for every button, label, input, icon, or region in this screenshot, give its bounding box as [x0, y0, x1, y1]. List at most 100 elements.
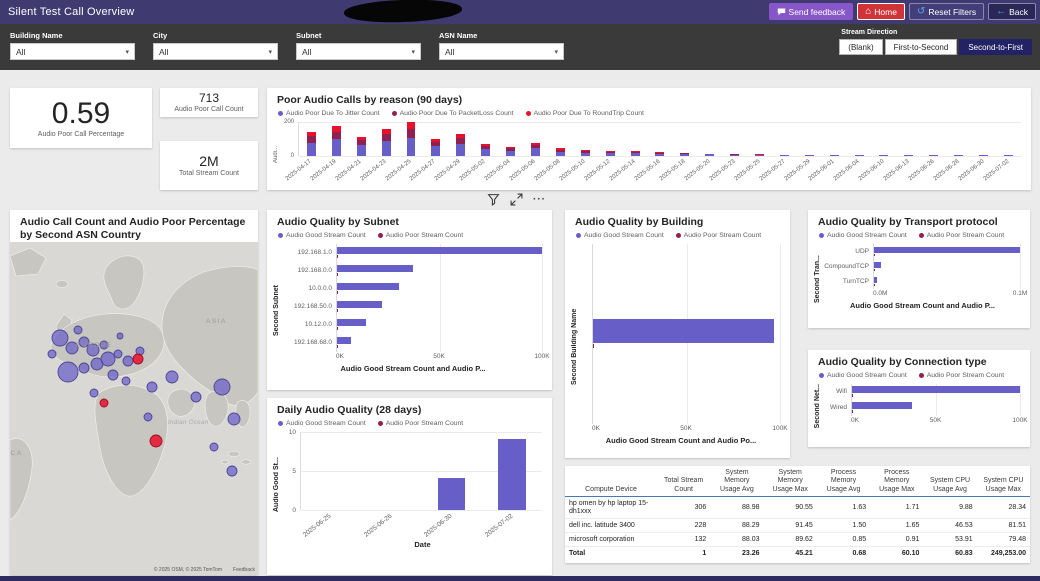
bar-segment[interactable]	[605, 151, 615, 153]
bar[interactable]	[337, 247, 542, 255]
bar[interactable]	[874, 268, 875, 271]
bar-segment[interactable]	[680, 153, 690, 155]
map-bubble-good[interactable]	[113, 349, 123, 359]
bar-column[interactable]	[647, 122, 672, 156]
map-bubble-good[interactable]	[57, 361, 79, 383]
bar[interactable]	[337, 345, 339, 349]
bar-segment[interactable]	[331, 139, 341, 156]
bar-segment[interactable]	[506, 150, 516, 156]
filter-dropdown-subnet[interactable]: All ▾	[296, 43, 421, 60]
column-header[interactable]: Compute Device	[565, 466, 657, 498]
bar[interactable]	[337, 309, 339, 313]
column-header[interactable]: Process Memory Usage Avg	[816, 466, 871, 498]
bar-segment[interactable]	[356, 140, 366, 146]
bar-segment[interactable]	[381, 134, 391, 142]
map-bubble-poor[interactable]	[132, 353, 144, 365]
bar-segment[interactable]	[580, 151, 590, 153]
bar-segment[interactable]	[431, 138, 441, 142]
more-options-icon[interactable]: ···	[533, 193, 546, 205]
column-header[interactable]: System CPU Usage Avg	[923, 466, 977, 498]
bar-segment[interactable]	[406, 137, 416, 156]
bar-segment[interactable]	[481, 149, 491, 156]
bar-column[interactable]	[299, 122, 324, 156]
bar-column[interactable]	[797, 122, 822, 156]
bar-segment[interactable]	[730, 154, 740, 155]
bar-column[interactable]	[361, 432, 421, 510]
column-header[interactable]: System Memory Usage Avg	[710, 466, 764, 498]
bar-segment[interactable]	[331, 125, 341, 132]
bar-segment[interactable]	[655, 153, 665, 156]
bar-segment[interactable]	[755, 154, 764, 156]
bar-column[interactable]	[349, 122, 374, 156]
map-bubble-good[interactable]	[107, 369, 119, 381]
map-bubble-good[interactable]	[209, 442, 219, 452]
focus-mode-icon[interactable]	[510, 193, 523, 206]
map-bubble-good[interactable]	[121, 376, 131, 386]
map-feedback-link[interactable]: Feedback	[233, 567, 255, 573]
bar[interactable]	[337, 273, 339, 277]
bar-segment[interactable]	[431, 146, 441, 156]
bar-segment[interactable]	[555, 151, 565, 156]
bar-column[interactable]	[697, 122, 722, 156]
bar-column[interactable]	[324, 122, 349, 156]
map-bubble-good[interactable]	[143, 412, 153, 422]
bar-column[interactable]	[896, 122, 921, 156]
bar[interactable]	[593, 344, 595, 349]
stream-direction-option[interactable]: (Blank)	[839, 39, 883, 55]
bar-segment[interactable]	[580, 150, 590, 152]
bar-column[interactable]	[921, 122, 946, 156]
home-button[interactable]: ⌂ Home	[857, 3, 905, 20]
bar-column[interactable]	[946, 122, 971, 156]
bar-segment[interactable]	[381, 141, 391, 156]
table-row[interactable]: hp omen by hp laptop 15-dh1xxx 306 88.98 90…	[565, 496, 1030, 520]
bar[interactable]	[337, 319, 366, 327]
bar[interactable]	[337, 283, 399, 291]
bar-column[interactable]	[399, 122, 424, 156]
bar[interactable]	[337, 337, 352, 345]
map-bubble-good[interactable]	[78, 336, 90, 348]
bar-column[interactable]	[822, 122, 847, 156]
bar-column[interactable]	[971, 122, 996, 156]
filter-dropdown-building-name[interactable]: All ▾	[10, 43, 135, 60]
bar-segment[interactable]	[306, 136, 316, 143]
map-bubble-good[interactable]	[73, 325, 83, 335]
map-bubble-poor[interactable]	[99, 398, 109, 408]
bar-column[interactable]	[772, 122, 797, 156]
bar[interactable]	[852, 402, 913, 410]
stream-direction-option[interactable]: Second-to-First	[959, 39, 1032, 55]
bar-segment[interactable]	[730, 154, 740, 156]
bar-column[interactable]	[623, 122, 648, 156]
column-header[interactable]: Total Stream Count	[657, 466, 711, 498]
bar-column[interactable]	[847, 122, 872, 156]
bar-segment[interactable]	[680, 152, 690, 154]
bar-column[interactable]	[996, 122, 1021, 156]
bar-segment[interactable]	[804, 155, 814, 156]
bar-segment[interactable]	[530, 145, 540, 149]
bar[interactable]	[874, 246, 1020, 253]
bar[interactable]	[874, 283, 875, 286]
bar-segment[interactable]	[555, 149, 565, 152]
map-bubble-good[interactable]	[47, 349, 57, 359]
bar-segment[interactable]	[506, 148, 516, 151]
map-bubble-good[interactable]	[86, 343, 100, 357]
bar-segment[interactable]	[1003, 155, 1013, 156]
bar-column[interactable]	[423, 122, 448, 156]
map-bubble-good[interactable]	[99, 340, 109, 350]
bar[interactable]	[337, 255, 339, 259]
map-bubble-good[interactable]	[165, 370, 179, 384]
bar-segment[interactable]	[431, 141, 441, 147]
filter-dropdown-city[interactable]: All ▾	[153, 43, 278, 60]
bar-segment[interactable]	[580, 152, 590, 156]
bar-segment[interactable]	[356, 145, 366, 156]
bar[interactable]	[852, 394, 853, 398]
bar-segment[interactable]	[406, 128, 416, 138]
bar-column[interactable]	[672, 122, 697, 156]
bar-column[interactable]	[747, 122, 772, 156]
bar-segment[interactable]	[456, 143, 466, 156]
map-bubble-good[interactable]	[146, 381, 158, 393]
bar-segment[interactable]	[630, 150, 640, 152]
bar-segment[interactable]	[481, 146, 491, 150]
bar-column[interactable]	[482, 432, 542, 510]
map-bubble-good[interactable]	[190, 391, 202, 403]
bar[interactable]	[852, 386, 1020, 394]
